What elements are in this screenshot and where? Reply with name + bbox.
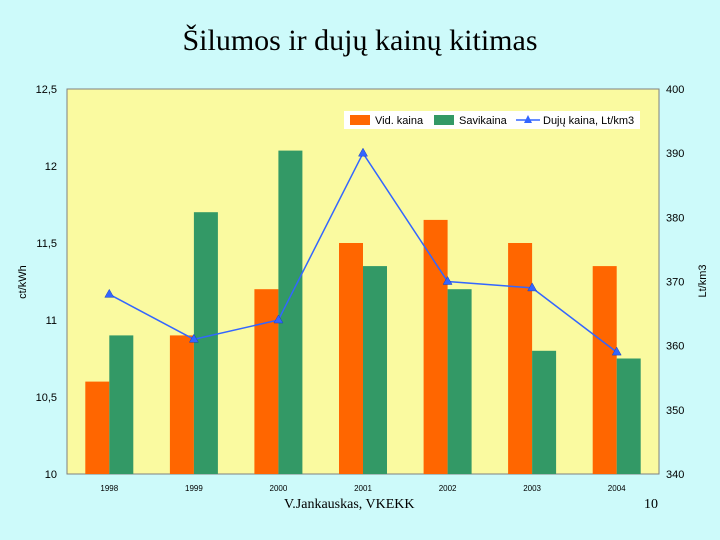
footer-author: V.Jankauskas, VKEKK — [284, 497, 415, 512]
marker-duju-kaina-1999 — [188, 333, 199, 343]
x-tick-label: 2004 — [608, 484, 626, 493]
line-group — [104, 147, 622, 356]
marker-duju-kaina-2002 — [442, 275, 453, 285]
y2-tick-label: 400 — [666, 84, 684, 96]
marker-duju-kaina-2003 — [527, 282, 538, 292]
legend-label-duju-kaina: Dujų kaina, Lt/km3 — [543, 115, 634, 127]
bar-vid-kaina-2003 — [508, 243, 533, 474]
y2-tick-label: 340 — [666, 469, 684, 481]
bar-vid-kaina-2004 — [592, 266, 617, 474]
bar-vid-kaina-1998 — [85, 381, 110, 474]
legend-swatch-vid-kaina — [350, 115, 370, 125]
axes-group: 10 10,5 11 11,5 12 12,5 340 350 360 370 380 390 400 1… — [36, 84, 685, 493]
legend-label-vid-kaina: Vid. kaina — [375, 115, 424, 127]
y-tick-label: 10 — [45, 469, 57, 481]
bar-vid-kaina-1999 — [169, 335, 194, 474]
bar-savikaina-1998 — [109, 335, 134, 474]
legend-marker-duju-kaina — [524, 115, 532, 123]
slide-title: Šilumos ir dujų kainų kitimas — [182, 24, 538, 57]
y2-tick-label: 350 — [666, 405, 684, 417]
bar-savikaina-2004 — [616, 358, 641, 474]
bar-savikaina-2002 — [447, 289, 472, 474]
y-tick-label: 11,5 — [36, 238, 57, 250]
legend-swatch-savikaina — [434, 115, 454, 125]
marker-duju-kaina-1998 — [104, 288, 115, 298]
x-tick-label: 2002 — [439, 484, 457, 493]
x-tick-label: 2000 — [270, 484, 288, 493]
y2-axis-label: Lt/km3 — [697, 264, 709, 297]
x-tick-label: 2003 — [523, 484, 541, 493]
marker-duju-kaina-2001 — [358, 147, 368, 157]
bar-savikaina-2001 — [363, 266, 387, 474]
x-tick-label: 1998 — [100, 484, 118, 493]
y-tick-label: 12,5 — [36, 84, 57, 96]
bar-vid-kaina-2001 — [339, 243, 363, 474]
marker-duju-kaina-2004 — [611, 346, 622, 356]
marker-duju-kaina-2000 — [273, 314, 284, 324]
legend-label-savikaina: Savikaina — [459, 115, 508, 127]
bar-vid-kaina-2000 — [254, 289, 279, 474]
y-tick-label: 11 — [46, 315, 57, 327]
bar-savikaina-2003 — [532, 350, 557, 474]
y2-tick-label: 380 — [666, 212, 684, 224]
y2-tick-label: 390 — [666, 148, 684, 160]
y-tick-label: 12 — [45, 161, 57, 173]
y-axis-label: ct/kWh — [17, 265, 29, 299]
y2-tick-label: 360 — [666, 341, 684, 353]
bar-savikaina-1999 — [193, 212, 218, 474]
x-tick-label: 1999 — [185, 484, 203, 493]
x-tick-label: 2001 — [354, 484, 372, 493]
legend: Vid. kaina Savikaina Dujų kaina, Lt/km3 — [344, 111, 640, 129]
y-tick-label: 10,5 — [36, 392, 57, 404]
legend-box — [344, 111, 640, 129]
bar-vid-kaina-2002 — [423, 219, 448, 474]
page-number: 10 — [644, 497, 658, 512]
y2-tick-label: 370 — [666, 277, 684, 289]
